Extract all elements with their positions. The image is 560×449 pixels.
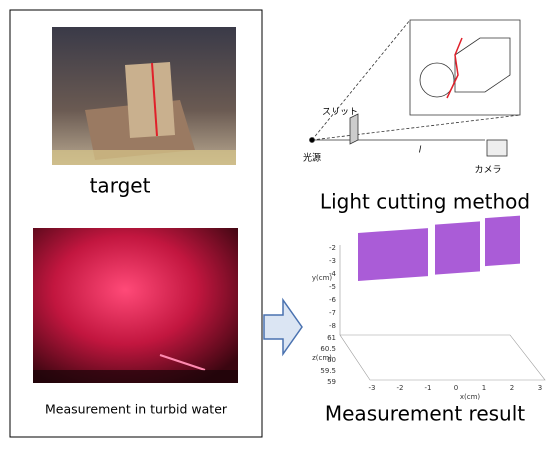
target-caption: target bbox=[90, 174, 151, 198]
camera-label: カメラ bbox=[474, 165, 501, 176]
z-axis-label: z(cm) bbox=[312, 354, 332, 362]
arrow bbox=[263, 297, 303, 357]
y-tick-label: -2 bbox=[329, 244, 336, 252]
y-axis-label: y(cm) bbox=[312, 274, 333, 282]
x-tick-label: 2 bbox=[510, 384, 514, 392]
water-photo bbox=[33, 228, 238, 383]
x-tick-label: 0 bbox=[454, 384, 458, 392]
z-tick-label: 59.5 bbox=[320, 367, 336, 375]
x-tick-label: 1 bbox=[482, 384, 486, 392]
y-tick-label: -5 bbox=[329, 283, 336, 291]
result-title: Measurement result bbox=[325, 402, 525, 426]
y-tick-label: -4 bbox=[329, 270, 337, 278]
x-tick-label: -1 bbox=[425, 384, 432, 392]
y-tick-label: -8 bbox=[329, 322, 336, 330]
water-caption: Measurement in turbid water bbox=[45, 402, 228, 417]
z-tick-label: 60 bbox=[327, 356, 336, 364]
slit-label: スリット bbox=[322, 108, 358, 118]
left-frame bbox=[9, 9, 263, 438]
y-tick-label: -3 bbox=[329, 257, 336, 265]
x-tick-label: 3 bbox=[538, 384, 542, 392]
result-plot bbox=[339, 215, 546, 381]
x-axis-label: x(cm) bbox=[460, 393, 481, 401]
z-tick-label: 61 bbox=[327, 334, 336, 342]
target-photo bbox=[52, 27, 236, 165]
light-cutting-diagram bbox=[309, 19, 521, 157]
source-label: 光源 bbox=[303, 152, 321, 164]
y-tick-label: -6 bbox=[329, 296, 337, 304]
distance-label: l bbox=[419, 146, 422, 156]
z-tick-label: 60.5 bbox=[320, 345, 336, 353]
x-tick-label: -3 bbox=[369, 384, 376, 392]
z-tick-label: 59 bbox=[327, 378, 336, 386]
y-tick-label: -7 bbox=[329, 309, 336, 317]
light-cutting-title: Light cutting method bbox=[320, 190, 530, 214]
x-tick-label: -2 bbox=[397, 384, 404, 392]
